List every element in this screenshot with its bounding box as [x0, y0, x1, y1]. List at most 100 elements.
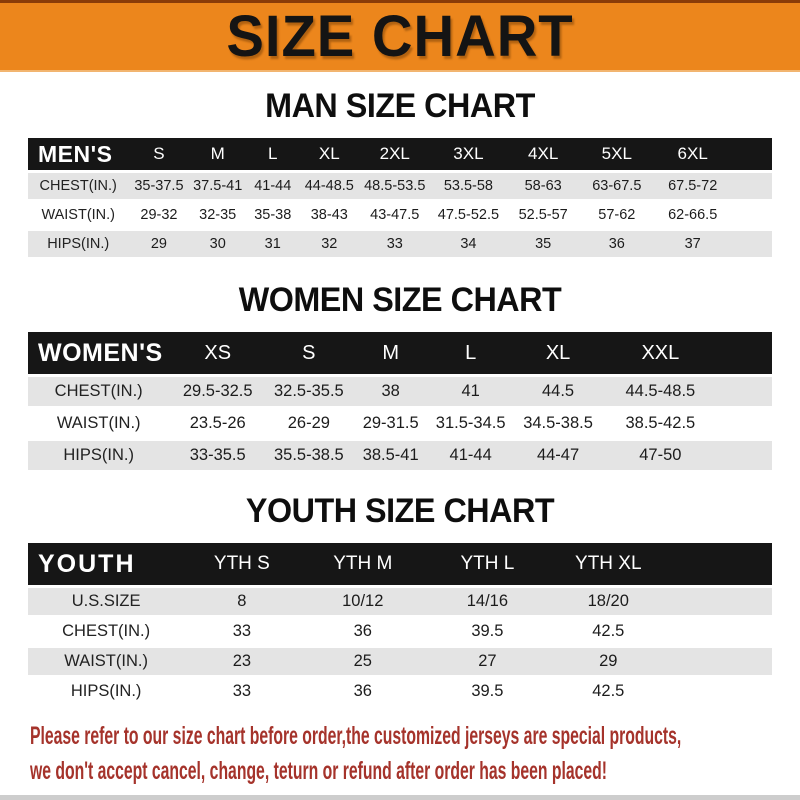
row-spacer [716, 409, 772, 439]
row-label: WAIST(IN.) [28, 648, 185, 676]
table-header-label: WOMEN'S [28, 332, 170, 375]
size-cell: 32.5-35.5 [266, 377, 352, 407]
youth-size-table: YOUTH YTH S YTH M YTH L YTH XL U.S.SIZE 8 10/12… [28, 540, 772, 708]
size-cell: 29 [548, 648, 668, 676]
size-cell: 41-44 [245, 173, 300, 200]
column-header-m: M [351, 332, 430, 375]
size-cell: 10/12 [299, 588, 427, 616]
column-header-6xl: 6XL [653, 138, 732, 171]
size-cell: 37 [653, 231, 732, 258]
size-cell: 53.5-58 [430, 173, 507, 200]
size-cell: 18/20 [548, 588, 668, 616]
size-cell: 25 [299, 648, 427, 676]
table-row-chest-in: CHEST(IN.) 29.5-32.5 32.5-35.5 38 41 44.5 44.5… [28, 377, 772, 407]
header-spacer [731, 138, 772, 171]
size-cell: 30 [189, 231, 246, 258]
size-cell: 33 [184, 678, 300, 706]
header-spacer [667, 543, 772, 586]
row-spacer [667, 618, 772, 646]
table-header-row: WOMEN'S XS S M L XL XXL [28, 332, 772, 375]
size-cell: 38.5-41 [351, 441, 430, 471]
size-cell: 38 [351, 377, 430, 407]
size-cell: 34 [430, 231, 507, 258]
size-cell: 32-35 [189, 202, 246, 229]
size-cell: 26-29 [266, 409, 352, 439]
table-header-row: MEN'S S M L XL 2XL 3XL 4XL 5XL 6XL [28, 138, 772, 171]
row-label: CHEST(IN.) [28, 173, 129, 200]
column-header-4xl: 4XL [506, 138, 580, 171]
size-cell: 31 [245, 231, 300, 258]
column-header-s: S [266, 332, 352, 375]
size-cell: 63-67.5 [579, 173, 654, 200]
women-size-table: WOMEN'S XS S M L XL XXL CHEST(IN.) 29.5-32.5 32.5… [28, 329, 772, 473]
size-cell: 37.5-41 [189, 173, 246, 200]
bottom-strip [0, 795, 800, 800]
footer-line-1: Please refer to our size chart before or… [30, 722, 682, 751]
row-label: WAIST(IN.) [28, 202, 129, 229]
table-row-chest-in: CHEST(IN.) 35-37.5 37.5-41 41-44 44-48.5 48.5… [28, 173, 772, 200]
row-spacer [731, 173, 772, 200]
size-cell: 29-31.5 [351, 409, 430, 439]
size-cell: 29.5-32.5 [169, 377, 267, 407]
column-header-xl: XL [299, 138, 360, 171]
row-label: HIPS(IN.) [28, 231, 129, 258]
youth-section-heading: YOUTH SIZE CHART [245, 492, 555, 531]
size-cell: 32 [299, 231, 360, 258]
table-row-waist-in: WAIST(IN.) 23.5-26 26-29 29-31.5 31.5-34.5 34… [28, 409, 772, 439]
column-header-yth-xl: YTH XL [548, 543, 668, 586]
row-label: HIPS(IN.) [28, 441, 170, 471]
header-spacer [716, 332, 772, 375]
size-cell: 14/16 [426, 588, 549, 616]
size-cell: 29-32 [128, 202, 190, 229]
column-header-5xl: 5XL [579, 138, 654, 171]
size-cell: 23.5-26 [169, 409, 267, 439]
column-header-s: S [128, 138, 190, 171]
page-title: SIZE CHART [226, 3, 574, 69]
size-cell: 52.5-57 [506, 202, 580, 229]
section-women: WOMEN SIZE CHART WOMEN'S XS S M L XL XXL CHEST(… [0, 281, 800, 473]
column-header-yth-m: YTH M [299, 543, 427, 586]
column-header-3xl: 3XL [430, 138, 507, 171]
size-cell: 58-63 [506, 173, 580, 200]
men-section-heading: MAN SIZE CHART [265, 87, 535, 125]
column-header-xxl: XXL [604, 332, 717, 375]
column-header-yth-s: YTH S [184, 543, 300, 586]
size-cell: 27 [426, 648, 549, 676]
size-cell: 36 [579, 231, 654, 258]
size-cell: 44.5-48.5 [604, 377, 717, 407]
row-spacer [667, 648, 772, 676]
section-men: MAN SIZE CHART MEN'S S M L XL 2XL 3XL 4XL 5XL 6XL… [0, 87, 800, 260]
size-cell: 67.5-72 [653, 173, 732, 200]
row-spacer [716, 377, 772, 407]
size-cell: 44.5 [511, 377, 605, 407]
size-cell: 41 [429, 377, 512, 407]
footer-note: Please refer to our size chart before or… [30, 721, 800, 786]
size-cell: 42.5 [548, 618, 668, 646]
size-cell: 33 [359, 231, 431, 258]
row-spacer [667, 678, 772, 706]
table-row-hips-in: HIPS(IN.) 29 30 31 32 33 34 35 36 37 [28, 231, 772, 258]
table-row-waist-in: WAIST(IN.) 29-32 32-35 35-38 38-43 43-47.5 47.… [28, 202, 772, 229]
column-header-l: L [245, 138, 300, 171]
size-cell: 44-48.5 [299, 173, 360, 200]
section-youth: YOUTH SIZE CHART YOUTH YTH S YTH M YTH L YTH… [0, 492, 800, 708]
size-cell: 47-50 [604, 441, 717, 471]
column-header-xs: XS [169, 332, 267, 375]
size-cell: 35 [506, 231, 580, 258]
size-cell: 35-37.5 [128, 173, 190, 200]
footer-line-2: we don't accept cancel, change, teturn o… [30, 757, 608, 786]
table-header-row: YOUTH YTH S YTH M YTH L YTH XL [28, 543, 772, 586]
table-row-hips-in: HIPS(IN.) 33-35.5 35.5-38.5 38.5-41 41-44 44-… [28, 441, 772, 471]
men-size-table: MEN'S S M L XL 2XL 3XL 4XL 5XL 6XL CHEST(IN.) 35-37… [28, 135, 772, 260]
row-spacer [731, 231, 772, 258]
size-cell: 41-44 [429, 441, 512, 471]
size-cell: 44-47 [511, 441, 605, 471]
row-spacer [716, 441, 772, 471]
column-header-2xl: 2XL [359, 138, 431, 171]
size-cell: 33 [184, 618, 300, 646]
table-row-hips-in: HIPS(IN.) 33 36 39.5 42.5 [28, 678, 772, 706]
size-cell: 42.5 [548, 678, 668, 706]
size-cell: 48.5-53.5 [359, 173, 431, 200]
size-cell: 62-66.5 [653, 202, 732, 229]
